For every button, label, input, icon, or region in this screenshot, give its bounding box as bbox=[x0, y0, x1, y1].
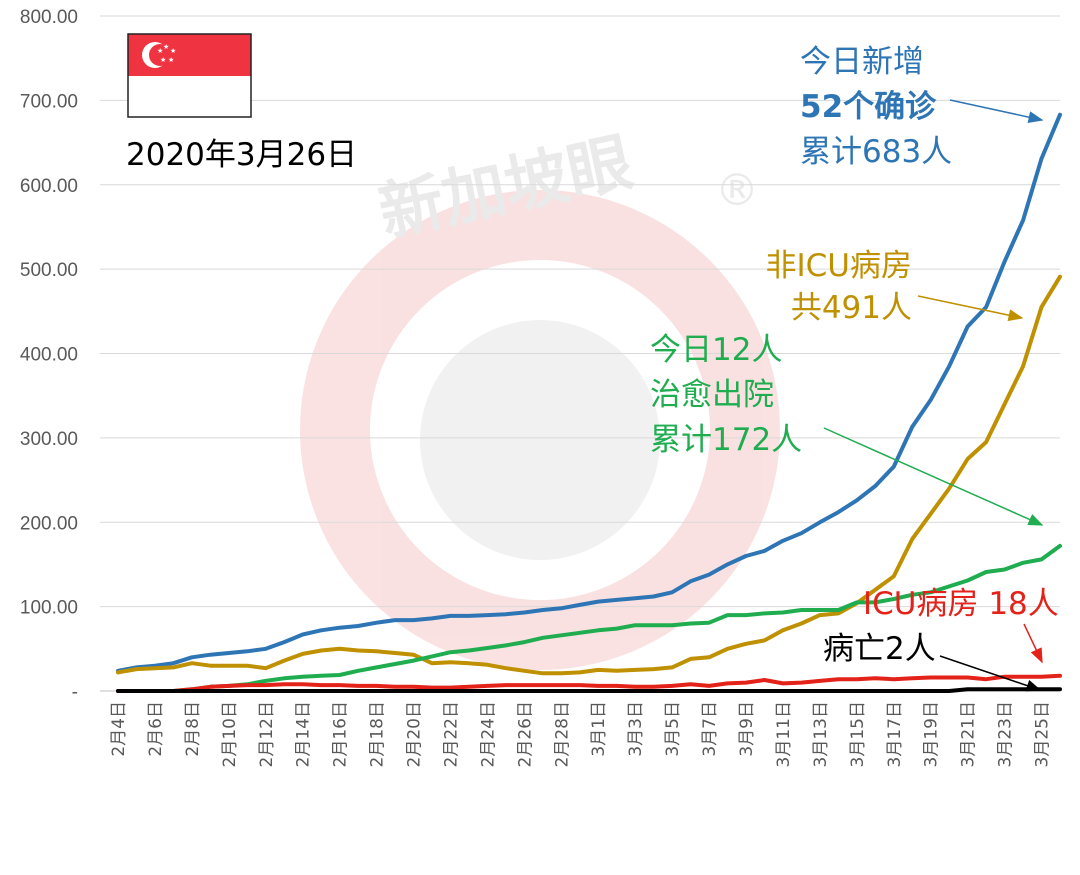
annotation-line: 今日12人 bbox=[650, 332, 782, 368]
series-line-2 bbox=[116, 543, 1062, 693]
x-tick-label: 2月4日 bbox=[109, 701, 129, 757]
x-tick-label: 2月10日 bbox=[220, 701, 240, 767]
x-tick-label: 2月22日 bbox=[441, 701, 461, 767]
annotation-line: 累计172人 bbox=[650, 422, 802, 458]
singapore-flag-icon: ★ ★★ ★ ★ bbox=[127, 33, 252, 118]
svg-text:★: ★ bbox=[160, 56, 166, 64]
annotation-icu: ICU病房 18人 bbox=[863, 586, 1059, 622]
annotation-line: 治愈出院 bbox=[650, 377, 774, 413]
arrow-icu bbox=[1023, 623, 1043, 664]
y-tick-label: 500.00 bbox=[20, 260, 78, 281]
watermark-mark: ® bbox=[715, 165, 759, 216]
annotation-line: 今日新增 bbox=[800, 44, 924, 80]
x-tick-label: 3月5日 bbox=[663, 701, 683, 757]
x-tick-label: 3月15日 bbox=[848, 701, 868, 767]
x-tick-label: 2月24日 bbox=[478, 701, 498, 767]
x-tick-label: 3月23日 bbox=[996, 701, 1016, 767]
series-line-0 bbox=[116, 112, 1062, 673]
series-line-3 bbox=[116, 673, 1062, 693]
y-tick-label: 700.00 bbox=[20, 91, 78, 112]
flag-bottom-stripe bbox=[128, 76, 251, 117]
x-tick-label: 3月1日 bbox=[589, 701, 609, 757]
x-tick-label: 2月28日 bbox=[552, 701, 572, 767]
y-axis-ticks: - 100.00 200.00 300.00 400.00 500.00 600.00 700… bbox=[20, 7, 78, 703]
flag-crescent-inner bbox=[149, 44, 171, 66]
x-tick-label: 2月20日 bbox=[405, 701, 425, 767]
watermark: 新加坡眼 ® bbox=[300, 126, 780, 670]
y-tick-label: 800.00 bbox=[20, 7, 78, 28]
arrow-deaths bbox=[939, 655, 1042, 692]
svg-text:★: ★ bbox=[157, 47, 163, 55]
y-tick-label: 200.00 bbox=[20, 513, 78, 534]
x-tick-label: 2月12日 bbox=[257, 701, 277, 767]
watermark-ring bbox=[300, 190, 780, 670]
x-tick-label: 3月25日 bbox=[1033, 701, 1053, 767]
annotation-line: 共491人 bbox=[791, 290, 912, 326]
x-tick-label: 2月26日 bbox=[515, 701, 535, 767]
flag-border bbox=[127, 33, 252, 118]
arrow-non-icu bbox=[917, 295, 1024, 322]
annotation-line: 累计683人 bbox=[800, 134, 952, 170]
x-tick-label: 3月17日 bbox=[885, 701, 905, 767]
annotation-total-confirmed: 今日新增 52个确诊 累计683人 bbox=[800, 44, 952, 170]
series-line-4 bbox=[116, 687, 1062, 693]
annotation-line: 非ICU病房 bbox=[766, 248, 912, 284]
svg-text:★: ★ bbox=[163, 43, 169, 51]
x-tick-label: 3月3日 bbox=[626, 701, 646, 757]
series-line-1 bbox=[116, 274, 1062, 676]
annotation-deaths: 病亡2人 bbox=[823, 631, 936, 667]
y-tick-label: 600.00 bbox=[20, 176, 78, 197]
svg-text:★: ★ bbox=[170, 47, 176, 55]
annotation-non-icu: 非ICU病房 共491人 bbox=[766, 248, 912, 326]
x-tick-label: 3月11日 bbox=[774, 701, 794, 767]
svg-text:★: ★ bbox=[168, 56, 174, 64]
x-axis-ticks: 2月4日 2月6日 2月8日 2月10日 2月12日 2月14日 2月16日 2月18日 2月2… bbox=[109, 701, 1053, 767]
y-tick-label: - bbox=[72, 682, 78, 703]
series-lines bbox=[116, 112, 1062, 693]
x-tick-label: 2月18日 bbox=[368, 701, 388, 767]
flag-stars: ★ ★★ ★ ★ bbox=[157, 43, 176, 64]
x-tick-label: 3月7日 bbox=[700, 701, 720, 757]
y-tick-label: 400.00 bbox=[20, 345, 78, 366]
x-tick-label: 3月9日 bbox=[737, 701, 757, 757]
arrow-total bbox=[949, 99, 1044, 123]
annotation-line: 病亡2人 bbox=[823, 631, 936, 667]
x-tick-label: 3月19日 bbox=[922, 701, 942, 767]
x-tick-label: 2月6日 bbox=[146, 701, 166, 757]
x-tick-label: 3月21日 bbox=[959, 701, 979, 767]
x-tick-label: 2月14日 bbox=[294, 701, 314, 767]
x-tick-label: 3月13日 bbox=[811, 701, 831, 767]
y-tick-label: 100.00 bbox=[20, 598, 78, 619]
watermark-disc bbox=[420, 320, 660, 560]
x-tick-label: 2月16日 bbox=[331, 701, 351, 767]
arrow-recovered bbox=[823, 427, 1044, 526]
date-label: 2020年3月26日 bbox=[126, 137, 357, 173]
annotation-recovered: 今日12人 治愈出院 累计172人 bbox=[650, 332, 802, 458]
x-tick-label: 2月8日 bbox=[183, 701, 203, 757]
annotation-line: 52个确诊 bbox=[800, 89, 937, 125]
annotation-line: ICU病房 18人 bbox=[863, 586, 1059, 622]
y-tick-label: 300.00 bbox=[20, 429, 78, 450]
